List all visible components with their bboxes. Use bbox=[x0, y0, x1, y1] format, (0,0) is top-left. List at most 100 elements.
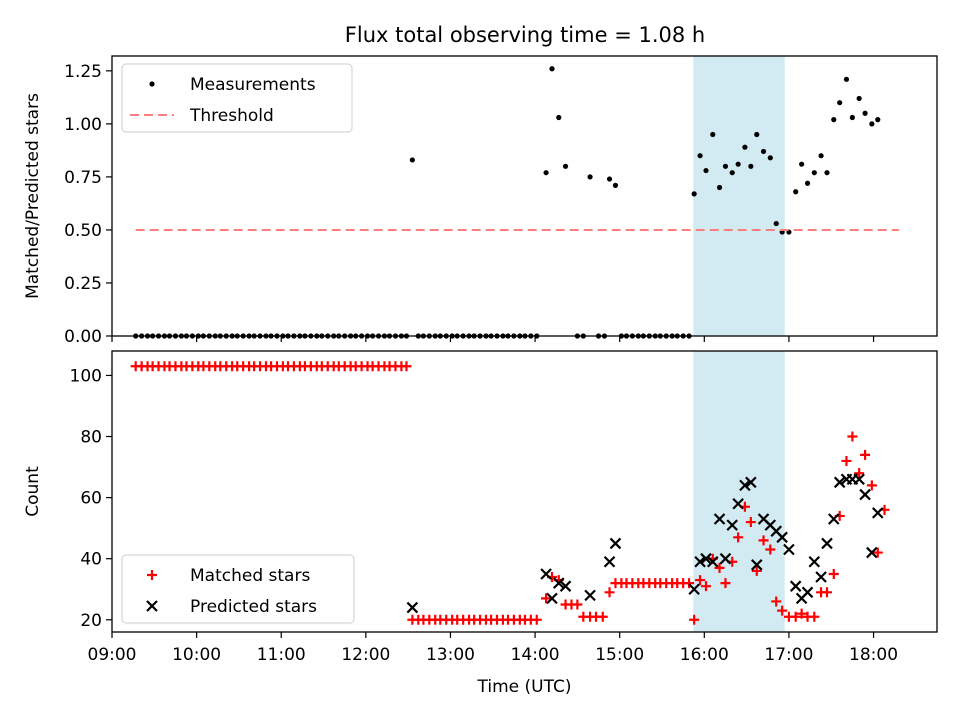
data-point bbox=[700, 552, 712, 565]
data-point bbox=[540, 568, 552, 580]
panel-ratio: 0.00 0.25 0.50 0.75 1.00 1.25 Matched/Predicte… bbox=[23, 55, 938, 347]
data-point bbox=[745, 517, 756, 528]
data-point bbox=[843, 76, 850, 82]
shaded-interval bbox=[693, 56, 785, 336]
data-point bbox=[869, 121, 875, 127]
data-point bbox=[604, 587, 615, 598]
x-tick-label: 17:00 bbox=[764, 645, 813, 665]
y-tick-label: 20 bbox=[80, 611, 102, 631]
data-point bbox=[732, 497, 744, 510]
data-point bbox=[754, 131, 760, 138]
y-tick-label: 0.50 bbox=[64, 221, 102, 241]
data-point bbox=[531, 614, 542, 625]
data-point bbox=[552, 577, 565, 589]
series-matched-stars bbox=[130, 361, 890, 625]
legend-label: Threshold bbox=[189, 106, 274, 126]
x-axis-label: Time (UTC) bbox=[477, 677, 572, 697]
legend-box bbox=[121, 554, 355, 624]
x-tick-label: 09:00 bbox=[88, 645, 137, 665]
y-tick-label: 0.75 bbox=[64, 168, 102, 188]
data-point bbox=[722, 163, 729, 169]
data-point bbox=[818, 153, 824, 159]
data-point bbox=[406, 601, 419, 614]
data-point bbox=[828, 568, 839, 579]
y-axis-label: Count bbox=[23, 466, 43, 517]
data-point bbox=[701, 581, 711, 592]
x-tick-label: 18:00 bbox=[849, 645, 898, 665]
legend-label: Matched stars bbox=[190, 566, 310, 586]
data-point bbox=[875, 117, 881, 123]
data-point bbox=[821, 537, 833, 550]
data-point bbox=[742, 144, 748, 150]
data-point bbox=[796, 608, 807, 619]
x-tick-label: 14:00 bbox=[511, 645, 560, 665]
data-point bbox=[862, 110, 868, 116]
x-tick-label: 11:00 bbox=[257, 645, 306, 665]
data-point bbox=[735, 161, 741, 167]
data-point bbox=[801, 586, 814, 599]
legend: Measurements Threshold bbox=[121, 63, 353, 133]
series-predicted-stars bbox=[406, 473, 884, 614]
data-point bbox=[765, 544, 776, 555]
data-point bbox=[777, 605, 788, 616]
data-point bbox=[703, 167, 709, 174]
data-point bbox=[733, 532, 744, 543]
x-tick-label: 15:00 bbox=[595, 645, 644, 665]
chart-title: Flux total observing time = 1.08 h bbox=[345, 23, 705, 47]
data-point bbox=[837, 100, 843, 106]
data-point bbox=[706, 555, 719, 568]
data-point bbox=[811, 170, 817, 176]
data-point bbox=[739, 479, 751, 492]
data-point bbox=[771, 596, 782, 607]
data-point bbox=[748, 163, 754, 169]
data-point bbox=[546, 592, 558, 605]
data-point bbox=[804, 180, 811, 186]
data-point bbox=[871, 507, 884, 519]
data-point bbox=[587, 174, 593, 180]
data-point bbox=[767, 155, 773, 161]
data-point bbox=[789, 580, 802, 592]
axes-frame bbox=[111, 350, 938, 633]
data-point bbox=[572, 599, 583, 610]
x-tick-label: 13:00 bbox=[426, 645, 475, 665]
x-tick-label: 10:00 bbox=[172, 645, 221, 665]
data-point bbox=[745, 476, 757, 489]
data-point bbox=[808, 555, 821, 568]
x-tick-label: 16:00 bbox=[680, 645, 729, 665]
y-tick-label: 100 bbox=[70, 366, 102, 386]
y-tick-label: 40 bbox=[80, 550, 102, 570]
data-point bbox=[751, 565, 762, 576]
data-point bbox=[847, 431, 858, 442]
data-point bbox=[790, 611, 801, 622]
x-tick-label: 12:00 bbox=[341, 645, 390, 665]
data-point bbox=[859, 488, 871, 501]
data-point bbox=[609, 537, 622, 550]
data-point bbox=[716, 184, 723, 191]
data-point bbox=[584, 589, 596, 602]
data-point bbox=[691, 191, 697, 197]
data-point bbox=[860, 449, 871, 460]
legend-box bbox=[121, 63, 353, 133]
legend-marker bbox=[146, 600, 158, 612]
y-tick-label: 80 bbox=[80, 428, 102, 448]
data-point bbox=[710, 131, 716, 138]
data-point bbox=[694, 555, 706, 568]
data-point bbox=[562, 163, 569, 169]
data-point bbox=[831, 117, 837, 123]
data-point bbox=[606, 176, 613, 182]
data-point bbox=[719, 552, 732, 565]
axes-frame bbox=[111, 55, 938, 337]
y-axis-label: Matched/Predicted stars bbox=[23, 93, 43, 299]
data-point bbox=[543, 170, 549, 176]
data-point bbox=[849, 114, 855, 121]
data-point bbox=[809, 611, 820, 622]
data-point bbox=[695, 575, 706, 586]
data-point bbox=[697, 153, 703, 159]
data-point bbox=[866, 546, 878, 559]
data-point bbox=[750, 559, 763, 571]
data-point bbox=[856, 95, 862, 102]
data-point bbox=[684, 578, 695, 589]
data-point bbox=[559, 580, 572, 592]
y-tick-label: 60 bbox=[80, 489, 102, 509]
